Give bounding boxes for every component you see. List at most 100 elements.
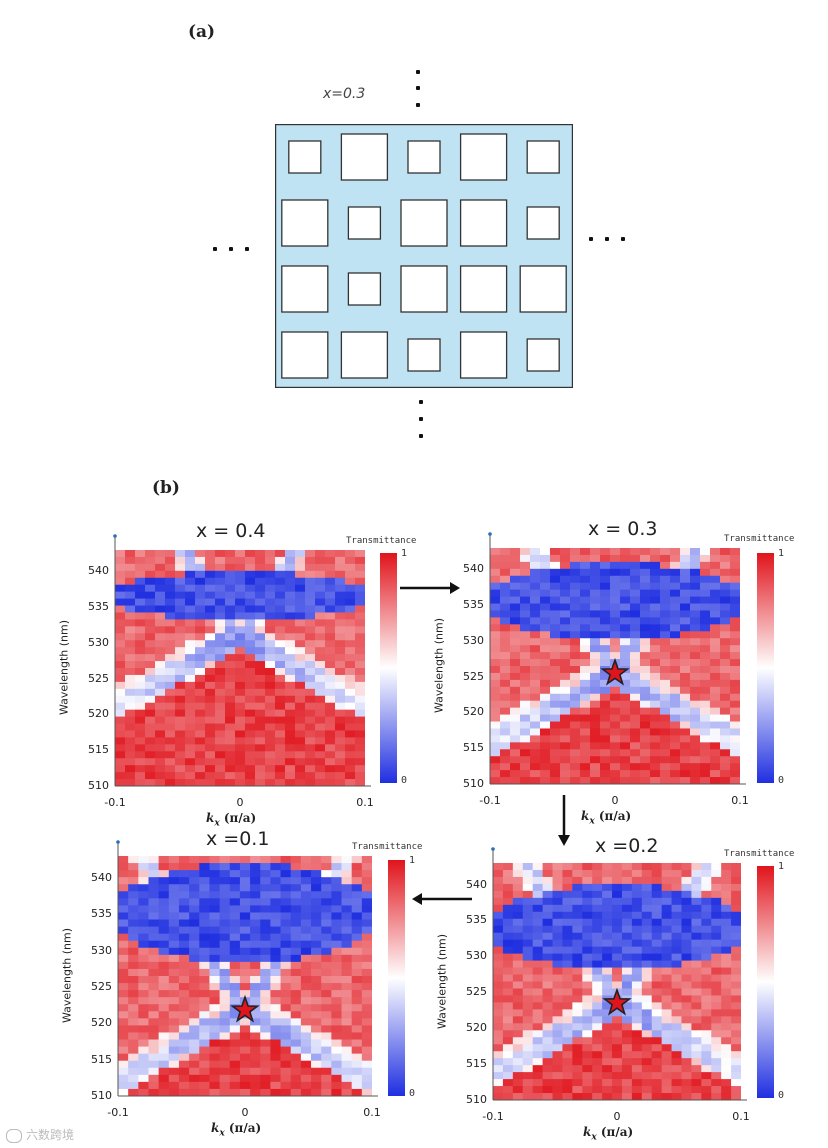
heatmap-cell — [522, 876, 534, 885]
heatmap-cell — [290, 976, 302, 984]
heatmap-cell — [690, 686, 701, 695]
y-tick-label: 530 — [463, 633, 484, 647]
heatmap-cell — [731, 953, 741, 962]
heatmap-cell — [620, 742, 631, 750]
heatmap-cell — [640, 624, 651, 632]
heatmap-cell — [641, 883, 653, 892]
heatmap-cell — [620, 554, 631, 563]
heatmap-cell — [500, 589, 511, 598]
heatmap-cell — [285, 688, 296, 697]
heatmap-cell — [532, 897, 544, 906]
heatmap-cell — [670, 672, 681, 681]
heatmap-cell — [255, 584, 266, 593]
heatmap-cell — [300, 997, 312, 1005]
heatmap-cell — [229, 1067, 241, 1076]
heatmap-cell — [325, 709, 336, 718]
heatmap-cell — [265, 647, 276, 655]
colorbar-max-label: 1 — [778, 861, 785, 872]
heatmap-cell — [493, 876, 504, 885]
heatmap-cell — [502, 932, 514, 941]
heatmap-cell — [720, 603, 731, 612]
heatmap-cell — [275, 765, 286, 773]
heatmap-cell — [700, 610, 711, 619]
heatmap-cell — [730, 596, 740, 605]
heatmap-cell — [361, 856, 372, 864]
heatmap-cell — [168, 1067, 180, 1076]
heatmap-cell — [265, 626, 276, 634]
heatmap-cell — [315, 688, 326, 697]
heatmap-cell — [671, 1079, 683, 1087]
heatmap-cell — [351, 990, 363, 998]
heatmap-cell — [115, 744, 126, 752]
heatmap-cell — [592, 953, 603, 962]
heatmap-cell — [145, 765, 156, 773]
heatmap-cell — [355, 654, 365, 662]
heatmap-cell — [260, 947, 271, 956]
heatmap-cell — [610, 749, 621, 757]
heatmap-cell — [630, 652, 641, 660]
heatmap-cell — [691, 863, 702, 871]
heatmap-cell — [225, 598, 236, 607]
heatmap-cell — [250, 1081, 261, 1090]
heatmap-cell — [199, 905, 211, 914]
heatmap-cell — [189, 884, 200, 892]
heatmap-cell — [345, 737, 356, 745]
heatmap-cell — [620, 707, 631, 716]
heatmap-cell — [185, 723, 196, 732]
heatmap-cell — [550, 624, 561, 632]
heatmap-cell — [542, 918, 554, 927]
heatmap-cell — [721, 1002, 732, 1010]
heatmap-cell — [730, 728, 740, 737]
heatmap-cell — [690, 582, 701, 591]
heatmap-cell — [520, 617, 531, 625]
heatmap-cell — [580, 714, 591, 723]
heatmap-cell — [305, 688, 316, 697]
heatmap-cell — [168, 990, 180, 998]
heatmap-cell — [128, 884, 139, 892]
heatmap-cell — [691, 918, 702, 927]
heatmap-cell — [225, 695, 236, 704]
heatmap-cell — [205, 550, 216, 558]
heatmap-cell — [115, 765, 126, 773]
heatmap-cell — [640, 728, 651, 737]
heatmap-cell — [690, 554, 701, 563]
heatmap-cell — [590, 770, 601, 778]
heatmap-cell — [532, 1079, 544, 1087]
heatmap-cell — [118, 856, 129, 864]
heatmap-cell — [720, 575, 731, 584]
heatmap-cell — [540, 575, 551, 584]
heatmap-cell — [285, 730, 296, 739]
heatmap-cell — [355, 751, 365, 759]
heatmap-cell — [590, 631, 601, 639]
heatmap-cell — [321, 877, 332, 885]
heatmap-cell — [530, 652, 541, 660]
heatmap-cell — [189, 870, 200, 878]
heatmap-cell — [552, 939, 564, 948]
colorbar — [380, 553, 397, 783]
y-tick-label: 520 — [463, 705, 484, 719]
heatmap-cell — [550, 763, 561, 771]
heatmap-cell — [590, 568, 601, 577]
heatmap-cell — [690, 575, 701, 584]
heatmap-cell — [640, 700, 651, 709]
heatmap-cell — [300, 919, 312, 928]
heatmap-cell — [138, 884, 150, 892]
heatmap-cell — [612, 911, 623, 920]
heatmap-cell — [250, 1039, 261, 1048]
heatmap-cell — [490, 721, 501, 730]
heatmap-cell — [315, 758, 326, 766]
heatmap-cell — [245, 570, 256, 579]
heatmap-cell — [209, 856, 221, 864]
heatmap-cell — [331, 1067, 343, 1076]
heatmap-cell — [125, 570, 136, 579]
heatmap-cell — [351, 870, 363, 878]
heatmap-cell — [681, 1037, 692, 1045]
heatmap-cell — [630, 561, 641, 570]
heatmap-cell — [265, 751, 276, 759]
heatmap-cell — [138, 856, 150, 864]
heatmap-cell — [335, 744, 346, 752]
heatmap-cell — [630, 693, 641, 702]
heatmap-cell — [125, 577, 136, 586]
heatmap-cell — [512, 1086, 524, 1094]
heatmap-cell — [325, 619, 336, 627]
